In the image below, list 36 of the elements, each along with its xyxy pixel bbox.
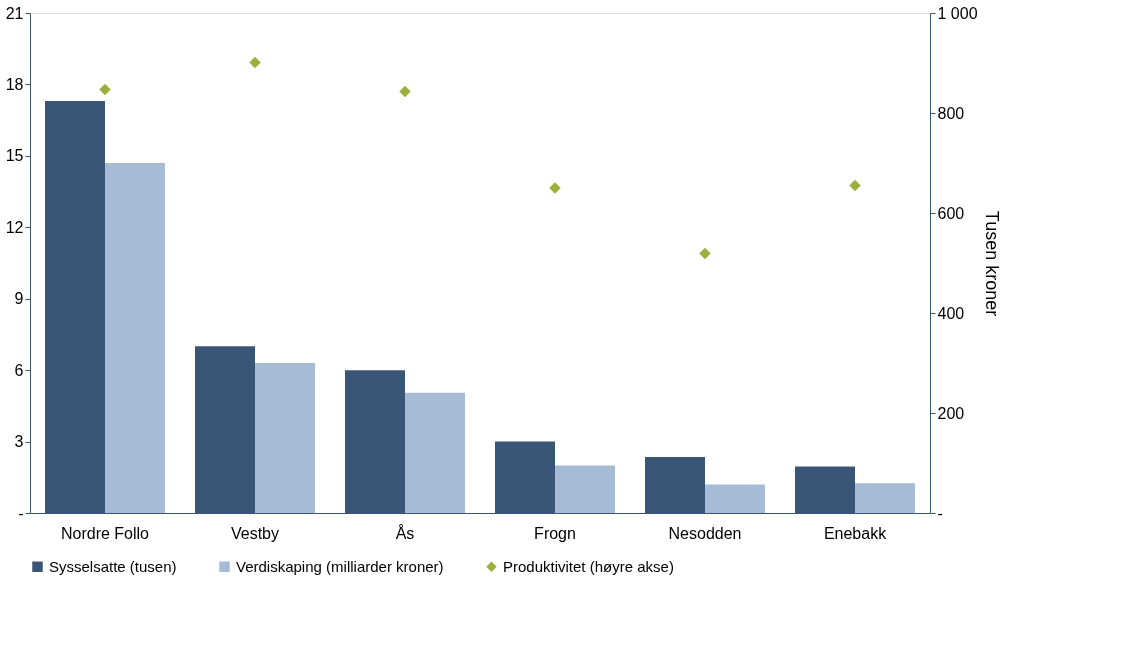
y2-tick-label: 1 000: [937, 4, 978, 22]
y2-tick-label: 200: [937, 404, 965, 422]
bar: [255, 363, 315, 513]
x-tick-label: Nordre Follo: [60, 524, 150, 542]
x-tick-label: Vestby: [230, 524, 280, 542]
y-tick-label: 3: [14, 433, 24, 451]
y-tick-label: 12: [5, 218, 24, 236]
bar: [705, 484, 765, 513]
bar: [855, 483, 915, 513]
y2-tick-label: 600: [937, 204, 965, 222]
bar: [105, 163, 165, 513]
point: [99, 83, 111, 96]
point: [549, 182, 561, 194]
y-tick-label: 21: [5, 4, 24, 22]
legend-label: Verdiskaping (milliarder kroner): [236, 557, 444, 575]
y2-tick-label: 800: [937, 104, 965, 122]
point: [249, 56, 261, 69]
y2-axis-title: Tusen kroner: [981, 210, 1002, 317]
y-tick-label: 18: [5, 75, 24, 93]
y2-tick-label: -: [937, 504, 943, 522]
x-tick-label: Nesodden: [668, 524, 742, 542]
y-tick-label: 9: [14, 290, 24, 308]
x-tick-label: Frogn: [534, 524, 576, 542]
x-tick-label: Enebakk: [823, 524, 888, 542]
bar: [405, 392, 465, 513]
legend-label: Produktivitet (høyre akse): [503, 557, 674, 575]
y-tick-label: -: [18, 504, 24, 522]
x-tick-label: Ås: [395, 523, 415, 542]
point: [699, 247, 711, 260]
point: [399, 85, 411, 98]
bar: [555, 465, 615, 513]
y-tick-label: 15: [5, 147, 24, 165]
y2-tick-label: 400: [937, 304, 965, 322]
point: [849, 179, 861, 192]
y-tick-label: 6: [14, 361, 24, 379]
legend-label: Sysselsatte (tusen): [49, 557, 177, 575]
